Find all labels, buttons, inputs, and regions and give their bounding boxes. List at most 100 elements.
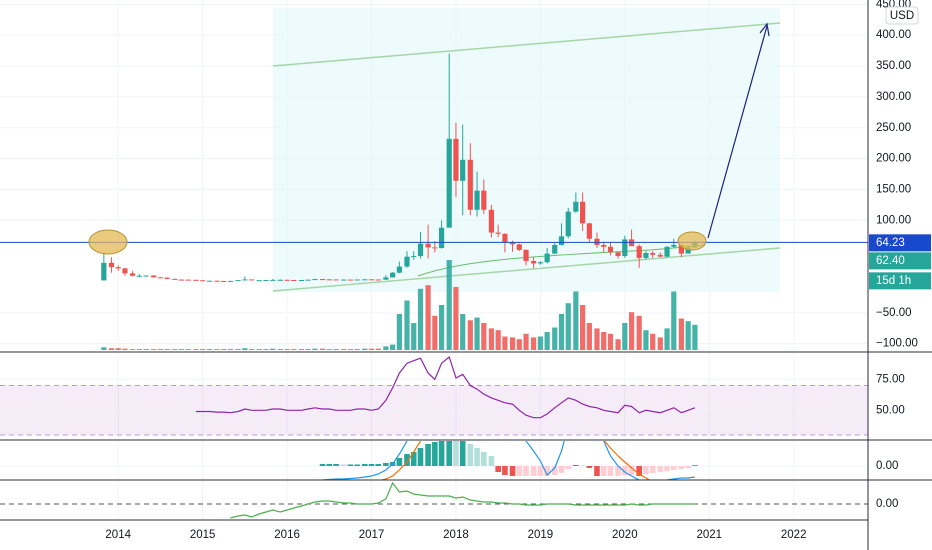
x-tick-label: 2020 (612, 529, 638, 541)
macd-histogram-bar (600, 466, 607, 476)
candle-body (607, 246, 614, 253)
candle-body (481, 190, 487, 210)
volume-bar (650, 333, 656, 350)
macd-histogram-bar (657, 466, 664, 472)
volume-bar (115, 348, 121, 350)
macd-histogram-bar (474, 448, 480, 466)
volume-bar (438, 305, 445, 350)
volume-bar (214, 349, 220, 350)
volume-bar (622, 323, 628, 350)
volume-bar (249, 349, 255, 350)
volume-bar (136, 349, 142, 350)
volume-bar (319, 348, 326, 350)
candle-body (200, 280, 206, 282)
y-tick-label: 400.00 (876, 29, 911, 41)
candle-body (277, 279, 283, 281)
volume-bar (474, 317, 480, 350)
macd-histogram-bar (453, 441, 459, 466)
x-tick-label: 2021 (696, 529, 722, 541)
candle-body (172, 278, 178, 280)
macd-histogram-bar (607, 466, 614, 476)
volume-bar (164, 349, 170, 350)
candle-body (129, 273, 136, 276)
macd-histogram-bar (530, 466, 537, 476)
candle-body (678, 244, 684, 254)
macd-histogram-bar (326, 464, 333, 466)
x-tick-label: 2017 (359, 529, 385, 541)
volume-bar (446, 260, 452, 350)
candle-body (580, 201, 586, 224)
candle-body (108, 262, 115, 268)
macd-histogram-bar (488, 456, 495, 466)
candle-body (341, 279, 347, 281)
volume-bar (685, 321, 691, 350)
volume-bar (206, 349, 213, 350)
volume-bar (502, 336, 508, 350)
volume-bar (594, 328, 600, 350)
candle-body (319, 279, 326, 281)
volume-bar (636, 315, 642, 350)
volume-bar (516, 339, 522, 350)
candle-body (383, 277, 389, 280)
volume-bar (221, 349, 227, 350)
y-tick-label: −100.00 (876, 338, 918, 350)
volume-bar (509, 337, 516, 350)
volume-bar (242, 348, 248, 350)
candle-body (411, 256, 417, 258)
volume-bar (586, 323, 592, 350)
macd-histogram-bar (558, 466, 565, 473)
candle-body (396, 266, 402, 273)
macd-histogram-bar (481, 452, 487, 466)
candle-body (446, 138, 452, 228)
volume-bar (368, 348, 375, 350)
volume-bar (291, 349, 297, 350)
price-label: 64.23 (876, 237, 905, 249)
volume-bar (580, 305, 586, 350)
candle-body (368, 279, 375, 281)
macd-histogram-bar (551, 466, 558, 475)
y-tick-label: 450.00 (876, 0, 911, 10)
volume-bar (277, 349, 283, 350)
macd-histogram-bar (579, 465, 586, 467)
macd-histogram-bar (432, 442, 438, 466)
candle-body (284, 279, 290, 281)
volume-bar (341, 349, 347, 350)
y-tick-label: 200.00 (876, 153, 911, 165)
macd-histogram-bar (523, 466, 529, 476)
candle-body (193, 279, 199, 281)
currency-button[interactable] (885, 6, 919, 25)
macd-histogram-bar (347, 464, 354, 466)
volume-bar (678, 318, 684, 350)
macd-histogram-bar (383, 463, 389, 466)
candle-body (305, 279, 311, 281)
signal-line (379, 441, 651, 480)
macd-histogram-bar (544, 466, 550, 476)
macd-histogram-bar (410, 452, 417, 466)
candle-body (242, 279, 248, 281)
candle-body (531, 260, 537, 264)
x-tick-label: 2022 (781, 529, 807, 541)
candle-body (214, 280, 220, 282)
macd-histogram-bar (467, 444, 474, 466)
candle-body (495, 232, 501, 234)
volume-bar (256, 349, 262, 350)
macd-histogram-bar (438, 441, 445, 466)
volume-bar (544, 332, 550, 350)
candle-body (432, 247, 438, 249)
macd-histogram-bar (361, 464, 368, 466)
volume-bar (185, 349, 191, 350)
candle-body (101, 262, 107, 281)
candle-body (115, 267, 121, 269)
macd-histogram-bar (692, 465, 698, 466)
x-tick-label: 2018 (443, 529, 469, 541)
candle-body (438, 227, 445, 249)
candle-body (601, 244, 607, 247)
volume-bar (565, 303, 571, 350)
candle-body (636, 246, 642, 258)
projection-arrow (707, 25, 768, 239)
volume-bar (432, 315, 438, 350)
volume-bar (607, 333, 614, 350)
candle-body (164, 277, 170, 279)
volume-bar (396, 314, 402, 350)
oscillator-line (230, 481, 695, 519)
